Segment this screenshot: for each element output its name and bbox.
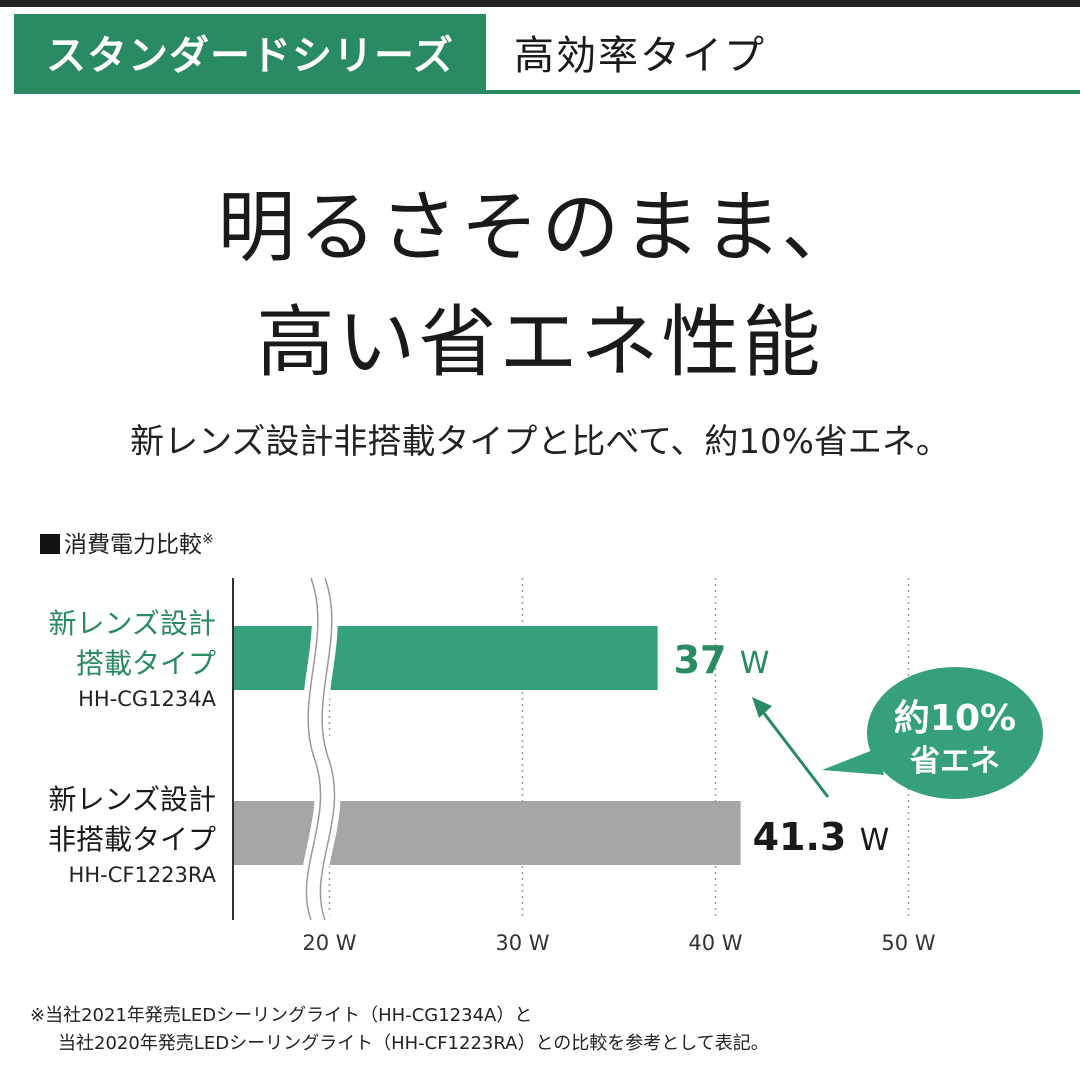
x-tick-label: 30 W — [495, 931, 549, 955]
footnote-line2: 当社2020年発売LEDシーリングライト（HH-CF1223RA）との比較を参考… — [58, 1033, 769, 1054]
headline-line2: 高い省エネ性能 — [256, 298, 824, 388]
x-tick-label: 40 W — [688, 931, 742, 955]
axis-break-line — [319, 577, 336, 921]
footnote-line1: ※当社2021年発売LEDシーリングライト（HH-CG1234A）と — [30, 1005, 533, 1026]
axis-break-gap — [300, 573, 341, 925]
savings-bubble-tail — [822, 748, 884, 775]
category-label-new-lens: 新レンズ設計 搭載タイプ HH-CG1234A — [20, 604, 216, 714]
axis-break-line — [305, 577, 322, 921]
savings-bubble-line2: 省エネ — [910, 744, 1000, 779]
footnote: ※当社2021年発売LEDシーリングライト（HH-CG1234A）と 当社202… — [30, 1002, 769, 1058]
tab-high-efficiency[interactable]: 高効率タイプ — [514, 33, 766, 79]
category-name-line2: 非搭載タイプ — [47, 823, 216, 856]
category-model: HH-CF1223RA — [68, 863, 216, 887]
category-model: HH-CG1234A — [78, 687, 216, 711]
category-name-line1: 新レンズ設計 — [48, 783, 216, 816]
headline-line1: 明るさそのまま、 — [217, 183, 863, 273]
subheadline: 新レンズ設計非搭載タイプと比べて、約10%省エネ。 — [130, 422, 950, 462]
savings-bubble-line1: 約10% — [894, 698, 1016, 739]
data-label-new: 37 W — [674, 638, 770, 682]
x-tick-label: 50 W — [881, 931, 935, 955]
chart-title: 消費電力比較※ — [40, 525, 214, 559]
data-label-old: 41.3 W — [753, 815, 890, 859]
savings-bubble — [867, 667, 1043, 799]
power-comparison-chart: 20 W 30 W 40 W 50 W 37 W 41.3 W 約10% 省エネ — [232, 573, 1043, 955]
bar — [233, 626, 658, 690]
chart-title-text: 消費電力比較 — [64, 532, 202, 558]
category-label-old-lens: 新レンズ設計 非搭載タイプ HH-CF1223RA — [20, 780, 216, 890]
category-name-line2: 搭載タイプ — [75, 647, 216, 680]
header: スタンダードシリーズ 高効率タイプ — [0, 7, 1080, 94]
savings-arrow-head — [752, 697, 772, 718]
savings-arrow-line — [758, 707, 830, 798]
x-tick-label: 20 W — [302, 931, 356, 955]
tab-standard-series[interactable]: スタンダードシリーズ — [14, 14, 486, 90]
square-bullet-icon — [40, 534, 60, 554]
chart-title-note-mark: ※ — [202, 531, 214, 548]
top-edge-bar — [0, 0, 1080, 7]
category-name-line1: 新レンズ設計 — [48, 607, 216, 640]
header-divider — [14, 90, 1080, 94]
